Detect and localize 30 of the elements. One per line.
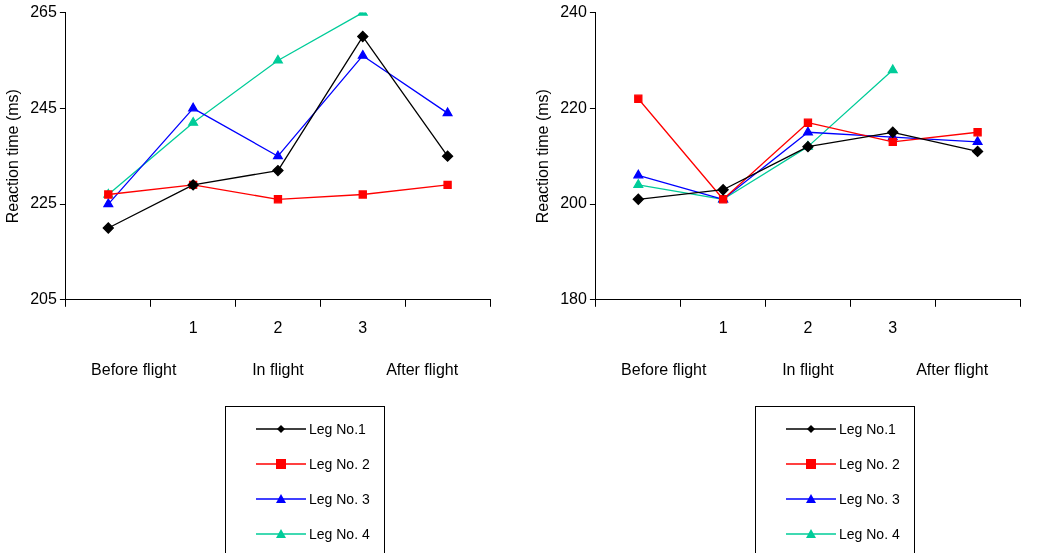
- y-tick-label: 245: [30, 98, 57, 116]
- x-tick-label: 3: [358, 318, 368, 336]
- y-tick-label: 180: [560, 290, 587, 308]
- y-tick-label: 225: [30, 194, 57, 212]
- y-tick-label: 240: [560, 3, 587, 21]
- legend-label: Leg No. 3: [309, 490, 370, 507]
- text: After flight: [916, 361, 989, 379]
- x-tick-label: 3: [888, 318, 898, 336]
- text: Before flight: [621, 361, 707, 379]
- y-axis-title: Reaction time (ms): [534, 89, 552, 224]
- x-tick-label: 1: [188, 318, 198, 336]
- y-tick-label: 265: [30, 3, 57, 21]
- legend-label: Leg No. 4: [839, 525, 900, 542]
- x-tick-label: 1: [718, 318, 728, 336]
- legend-label: Leg No. 4: [309, 525, 370, 542]
- text: Before flight: [91, 361, 177, 379]
- legend-label: Leg No.1: [309, 420, 366, 437]
- legend-label: Leg No. 3: [839, 490, 900, 507]
- y-tick-label: 220: [560, 98, 587, 116]
- legend-label: Leg No. 2: [309, 455, 370, 472]
- text: In flight: [252, 361, 305, 379]
- y-axis-title: Reaction time (ms): [4, 89, 22, 224]
- legend-label: Leg No. 2: [839, 455, 900, 472]
- text: In flight: [782, 361, 835, 379]
- y-tick-label: 200: [560, 194, 587, 212]
- y-tick-label: 205: [30, 290, 57, 308]
- text: After flight: [386, 361, 459, 379]
- x-tick-label: 2: [273, 318, 283, 336]
- x-tick-label: 2: [803, 318, 813, 336]
- legend-label: Leg No.1: [839, 420, 896, 437]
